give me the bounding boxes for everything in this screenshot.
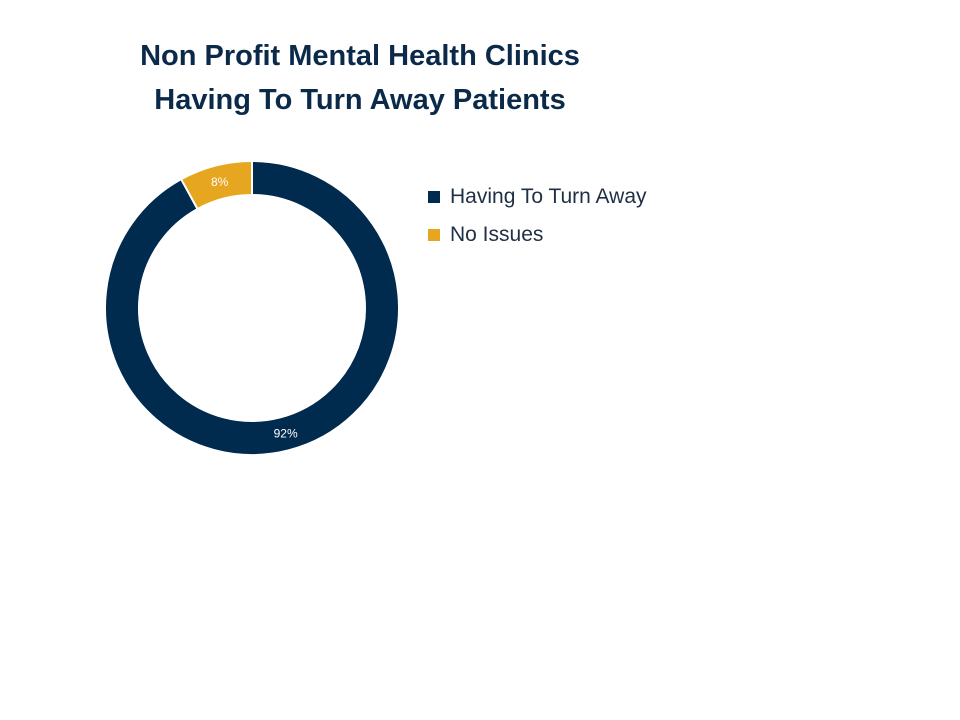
legend-label-having-to-turn-away: Having To Turn Away [450, 185, 647, 208]
data-label-having-to-turn-away: 92% [274, 427, 298, 441]
donut-slice-no-issues [179, 159, 253, 211]
legend-item-having-to-turn-away: Having To Turn Away [428, 178, 647, 216]
data-label-no-issues: 8% [211, 175, 229, 189]
chart-title-line-1: Non Profit Mental Health Clinics [140, 40, 580, 72]
legend-swatch-having-to-turn-away [428, 191, 440, 203]
legend-swatch-no-issues [428, 229, 440, 241]
chart-title: Non Profit Mental Health Clinics Having … [60, 34, 660, 122]
legend-item-no-issues: No Issues [428, 216, 647, 254]
legend-label-no-issues: No Issues [450, 223, 544, 246]
donut-slice-having-to-turn-away [104, 159, 400, 456]
chart-title-line-2: Having To Turn Away Patients [154, 84, 566, 116]
chart-legend: Having To Turn Away No Issues [428, 178, 647, 254]
